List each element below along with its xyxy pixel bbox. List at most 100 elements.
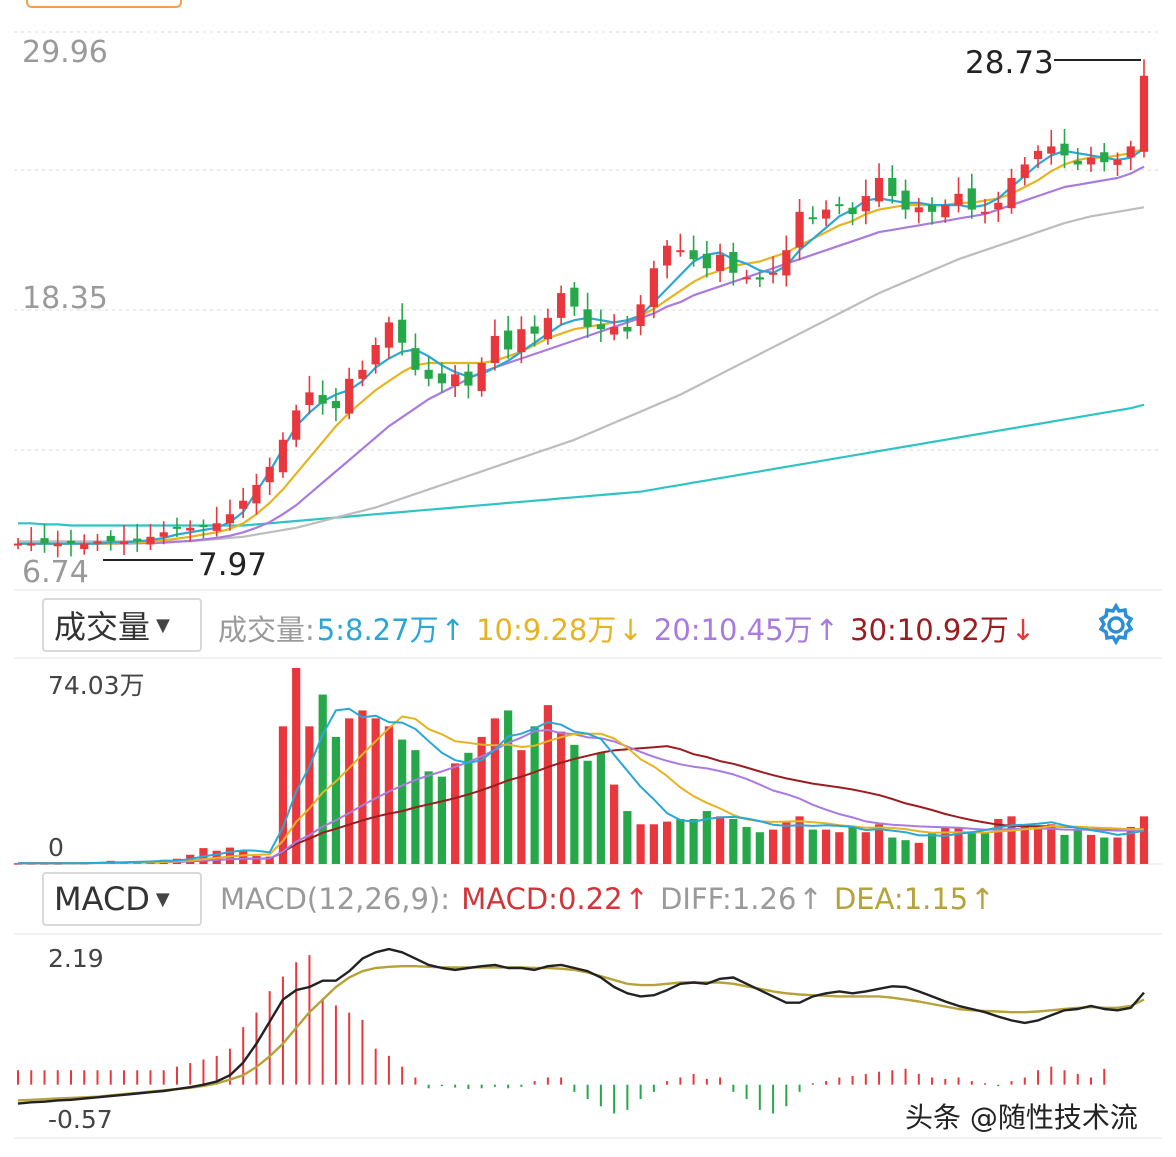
candle-body — [173, 527, 181, 529]
volume-bar — [928, 832, 936, 864]
candle-body — [1074, 161, 1082, 165]
macd-indicator-selector[interactable]: MACD ▼ — [42, 872, 202, 926]
volume-bar — [305, 726, 313, 864]
volume-bar — [862, 832, 870, 864]
candle-body — [93, 541, 101, 543]
candle-body — [1113, 160, 1121, 165]
macd-lines — [18, 949, 1144, 1104]
volume-bar — [345, 718, 353, 864]
volume-bar — [584, 761, 592, 864]
candle-body — [888, 178, 896, 196]
volume-bar — [544, 705, 552, 864]
candle-body — [729, 252, 737, 273]
candle-body — [451, 374, 459, 386]
candle-body — [716, 255, 724, 271]
candle-body — [862, 196, 870, 211]
candle-body — [133, 539, 141, 541]
volume-bar — [570, 745, 578, 864]
volume-ma10-value: 10:9.28万 — [476, 613, 616, 647]
volume-bar — [822, 830, 830, 864]
candle-body — [199, 525, 207, 527]
candle-body — [809, 217, 817, 219]
volume-bar — [663, 822, 671, 864]
candle-body — [928, 205, 936, 212]
volume-bar — [517, 750, 525, 864]
volume-bar — [239, 851, 247, 864]
volume-bar — [782, 822, 790, 864]
candle-body — [676, 250, 684, 252]
volume-bar — [1113, 838, 1121, 864]
candle-body — [597, 324, 605, 329]
candle-body — [557, 293, 565, 318]
candle-body — [425, 370, 433, 379]
candle-body — [650, 268, 658, 307]
candle-body — [120, 541, 128, 544]
volume-bar — [451, 763, 459, 864]
candle-body — [663, 246, 671, 266]
candle-body — [994, 203, 1002, 209]
dea-value: DEA:1.15 — [834, 882, 968, 916]
volume-bar — [676, 819, 684, 864]
candle-body — [40, 538, 48, 543]
candle-body — [332, 401, 340, 408]
candle-body — [835, 204, 843, 206]
candle-body — [941, 205, 949, 217]
volume-bar — [491, 718, 499, 864]
volume-bar — [504, 710, 512, 864]
candle-body — [107, 536, 115, 541]
volume-bar — [915, 843, 923, 864]
candle-body — [252, 485, 260, 504]
settings-gear-icon[interactable] — [1093, 602, 1139, 648]
volume-bar — [901, 840, 909, 864]
dea-line — [18, 966, 1144, 1100]
volume-bar — [358, 710, 366, 864]
volume-bar — [729, 819, 737, 864]
volume-bar — [252, 856, 260, 864]
dropdown-caret-icon: ▼ — [156, 889, 170, 910]
volume-bar — [438, 777, 446, 864]
volume-bar — [1047, 824, 1055, 864]
volume-bar — [464, 753, 472, 864]
volume-bar — [1140, 816, 1148, 864]
macd-y-bottom-label: -0.57 — [48, 1105, 113, 1134]
candle-body — [570, 288, 578, 307]
candle-body — [213, 523, 221, 531]
volume-ma10-arrow-icon: ↓ — [618, 613, 642, 647]
candle-body — [1007, 178, 1015, 208]
ma120-line — [18, 405, 1144, 526]
ma20-line — [18, 167, 1144, 544]
volume-bar — [689, 819, 697, 864]
candle-body — [1034, 151, 1042, 159]
candle-body — [742, 277, 750, 279]
volume-bar — [809, 830, 817, 864]
volume-bar — [981, 832, 989, 864]
candle-body — [517, 329, 525, 352]
volume-bar — [292, 668, 300, 864]
candle-body — [464, 372, 472, 386]
candle-body — [80, 544, 88, 549]
volume-bar — [1087, 835, 1095, 864]
candle-body — [226, 514, 234, 523]
volume-ma20-value: 20:10.45万 — [654, 613, 813, 647]
low-marker-label: 7.97 — [198, 547, 267, 583]
volume-bar — [769, 830, 777, 864]
volume-ma30-value: 30:10.92万 — [850, 613, 1009, 647]
volume-bar — [557, 732, 565, 864]
volume-ma30-arrow-icon: ↓ — [1011, 613, 1035, 647]
candle-body — [968, 188, 976, 209]
volume-bar — [1074, 830, 1082, 864]
candle-body — [703, 254, 711, 268]
candle-body — [491, 336, 499, 363]
volume-bar — [888, 838, 896, 864]
volume-indicator-selector[interactable]: 成交量 ▼ — [42, 598, 202, 652]
volume-legend-title: 成交量: — [218, 613, 315, 647]
candle-body — [531, 326, 539, 333]
candle-body — [160, 532, 168, 537]
macd-legend: MACD(12,26,9): MACD:0.22↑ DIFF:1.26↑ DEA… — [220, 882, 997, 916]
candle-body — [584, 309, 592, 327]
candle-body — [398, 320, 406, 343]
candle-body — [623, 327, 631, 332]
volume-bar — [650, 824, 658, 864]
candle-body — [782, 250, 790, 275]
watermark: 头条 @随性技术流 — [905, 1096, 1138, 1136]
